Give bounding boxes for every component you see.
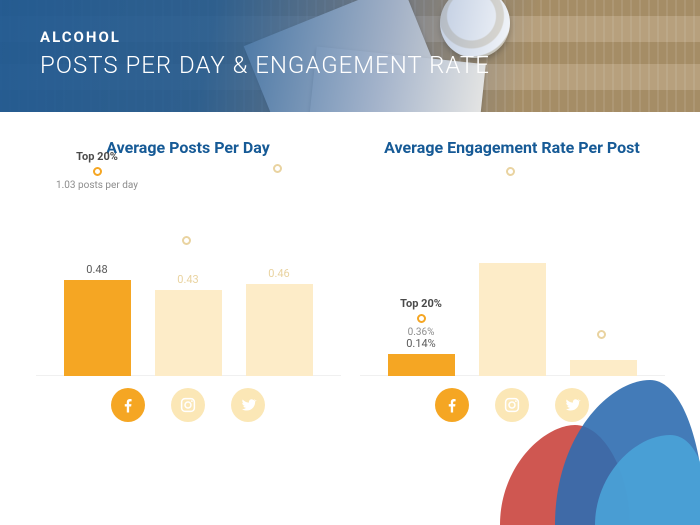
bar-facebook bbox=[64, 280, 131, 376]
chart-posts: Average Posts Per Day 0.48Top 20%1.03 po… bbox=[36, 138, 341, 422]
top20-head: Top 20% bbox=[361, 297, 481, 310]
header-text: ALCOHOL POSTS PER DAY & ENGAGEMENT RATE bbox=[40, 30, 490, 79]
chart-engagement: Average Engagement Rate Per Post 0.14%To… bbox=[360, 138, 665, 422]
top20-ring-icon bbox=[273, 164, 282, 173]
header-kicker: ALCOHOL bbox=[40, 30, 490, 45]
instagram-icon bbox=[495, 388, 529, 422]
top20-ring-icon bbox=[182, 236, 191, 245]
bar-label: 0.14% bbox=[388, 337, 455, 350]
twitter-icon bbox=[231, 388, 265, 422]
facebook-icon bbox=[435, 388, 469, 422]
top20-ring-icon bbox=[93, 167, 102, 176]
chart-plot: 0.14% Top 20% 0.36% bbox=[360, 167, 665, 422]
top20-ring-icon bbox=[597, 330, 606, 339]
platform-icons-row bbox=[360, 388, 665, 422]
top20-ring-icon bbox=[417, 314, 426, 323]
bar-twitter bbox=[246, 284, 313, 376]
top20-callout: Top 20% 1.03 posts per day bbox=[37, 150, 157, 191]
top20-callout: Top 20% 0.36% bbox=[361, 297, 481, 338]
header-banner: ALCOHOL POSTS PER DAY & ENGAGEMENT RATE bbox=[0, 0, 700, 112]
chart-title: Average Engagement Rate Per Post bbox=[360, 138, 665, 157]
page: ALCOHOL POSTS PER DAY & ENGAGEMENT RATE … bbox=[0, 0, 700, 525]
twitter-icon bbox=[555, 388, 589, 422]
bar-label: 0.48 bbox=[64, 263, 131, 276]
top20-head: Top 20% bbox=[37, 150, 157, 163]
bar-label: 0.46 bbox=[246, 267, 313, 280]
facebook-icon bbox=[111, 388, 145, 422]
top20-ring-icon bbox=[506, 167, 515, 176]
bar-twitter bbox=[570, 360, 637, 376]
bar-facebook bbox=[388, 354, 455, 377]
platform-icons-row bbox=[36, 388, 341, 422]
charts-area: Average Posts Per Day 0.48Top 20%1.03 po… bbox=[0, 112, 700, 422]
bar-instagram bbox=[155, 290, 222, 376]
bar-label: 0.43 bbox=[155, 273, 222, 286]
bar-instagram bbox=[479, 263, 546, 376]
header-title: POSTS PER DAY & ENGAGEMENT RATE bbox=[40, 51, 490, 79]
top20-value: 0.36% bbox=[361, 327, 481, 338]
instagram-icon bbox=[171, 388, 205, 422]
chart-plot: 0.48Top 20%1.03 posts per day0.430.46 bbox=[36, 167, 341, 422]
top20-value: 1.03 posts per day bbox=[37, 180, 157, 191]
